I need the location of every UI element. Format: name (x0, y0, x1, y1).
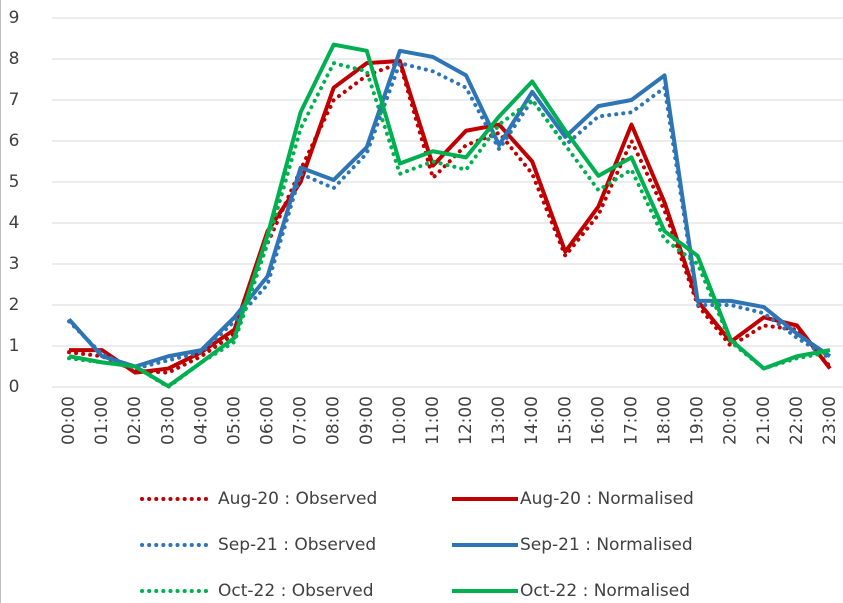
x-tick-label: 09:00 (357, 396, 377, 445)
x-tick-label: 16:00 (588, 396, 608, 445)
y-tick-label: 4 (9, 213, 20, 233)
x-tick-label: 07:00 (291, 396, 311, 445)
legend-label: Oct-22 : Normalised (520, 581, 690, 601)
y-tick-label: 5 (9, 172, 20, 192)
x-tick-label: 22:00 (787, 396, 807, 445)
y-tick-label: 1 (9, 336, 20, 356)
y-tick-label: 3 (9, 254, 20, 274)
x-tick-label: 13:00 (489, 396, 509, 445)
y-tick-label: 7 (9, 90, 20, 110)
x-tick-label: 15:00 (555, 396, 575, 445)
x-tick-label: 21:00 (754, 396, 774, 445)
series-line (67, 48, 832, 369)
x-tick-label: 05:00 (224, 396, 244, 445)
x-tick-label: 18:00 (655, 396, 675, 445)
legend-label: Aug-20 : Normalised (520, 489, 694, 509)
legend-label: Aug-20 : Observed (218, 489, 377, 509)
x-tick-label: 10:00 (390, 396, 410, 445)
series-line (67, 60, 832, 390)
x-tick-label: 12:00 (456, 396, 476, 445)
x-tick-label: 23:00 (820, 396, 840, 445)
y-tick-label: 8 (9, 49, 20, 69)
series-line (67, 60, 832, 375)
x-tick-label: 02:00 (125, 396, 145, 445)
y-tick-label: 9 (9, 8, 20, 28)
x-tick-label: 00:00 (59, 396, 79, 445)
y-tick-label: 2 (9, 295, 20, 315)
x-tick-label: 17:00 (621, 396, 641, 445)
y-tick-label: 0 (9, 377, 20, 397)
legend-label: Oct-22 : Observed (218, 581, 373, 601)
legend-label: Sep-21 : Observed (218, 535, 376, 555)
x-tick-label: 19:00 (688, 396, 708, 445)
x-tick-label: 11:00 (423, 396, 443, 445)
x-tick-label: 01:00 (92, 396, 112, 445)
legend-label: Sep-21 : Normalised (520, 535, 693, 555)
series-line (69, 59, 832, 375)
x-tick-label: 04:00 (191, 396, 211, 445)
x-tick-label: 14:00 (522, 396, 542, 445)
series-line (68, 42, 831, 389)
x-tick-label: 08:00 (324, 396, 344, 445)
x-tick-label: 06:00 (258, 396, 278, 445)
y-tick-label: 6 (9, 131, 20, 151)
x-tick-label: 03:00 (158, 396, 178, 445)
x-tick-label: 20:00 (721, 396, 741, 445)
